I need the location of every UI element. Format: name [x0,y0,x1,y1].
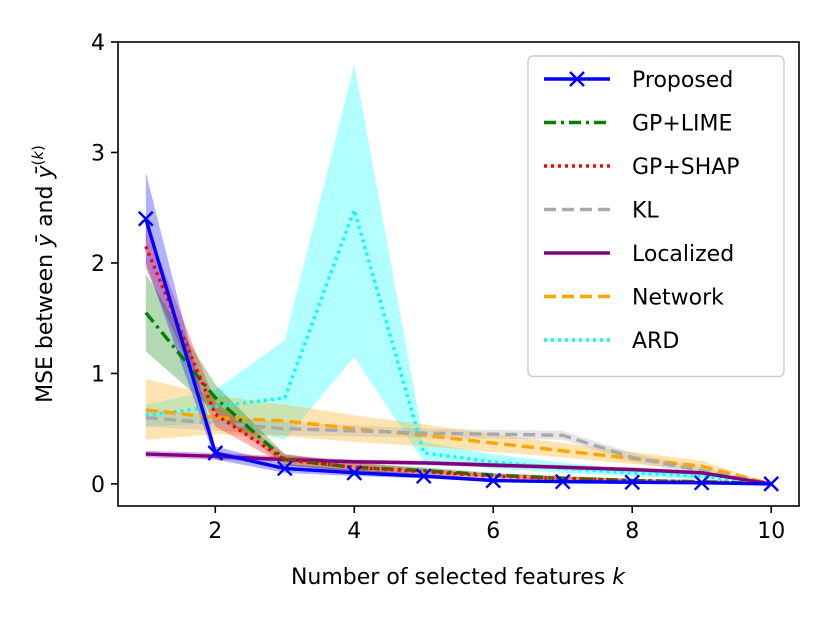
legend-label-proposed: Proposed [632,68,733,93]
x-axis-ticks: 2 4 6 8 10 [208,506,785,544]
x-tick-label: 4 [347,519,361,544]
legend-label-gp-lime: GP+LIME [632,112,732,137]
line-ard [145,208,772,486]
x-axis-label: Number of selected features k [291,565,626,590]
series-markers [137,210,780,492]
marker-proposed [137,210,154,227]
y-tick-label: 4 [91,31,105,56]
y-axis-label: MSE between ȳ and ȳ(k) [29,145,58,403]
legend-label-localized: Localized [632,242,734,267]
line-kl [145,415,772,486]
x-tick-label: 6 [486,519,500,544]
marker-proposed [346,465,363,481]
line-localized [145,452,772,486]
y-tick-label: 1 [91,362,105,387]
marker-proposed [485,472,502,489]
line-proposed [144,218,772,486]
legend-marker [569,71,585,87]
x-tick-label: 8 [625,519,639,544]
y-tick-label: 2 [91,252,105,277]
y-tick-label: 3 [91,141,105,166]
y-tick-label: 0 [91,473,105,498]
legend-label-kl: KL [632,199,659,224]
marker-proposed [276,460,293,477]
marker-proposed [624,474,641,491]
legend: Proposed GP+LIME GP+SHAP KL Localized Network… [527,55,785,378]
plot-frame [117,41,800,507]
legend-label-network: Network [632,286,724,311]
marker-proposed [554,473,571,490]
band-kl [145,408,772,484]
band-ard [145,64,772,484]
legend-label-gp-shap: GP+SHAP [632,155,740,180]
series-lines [144,208,772,486]
y-axis-ticks: 0 1 2 3 4 [91,31,118,498]
marker-proposed [763,476,780,492]
marker-proposed [415,468,432,485]
legend-label-ard: ARD [632,329,679,354]
marker-proposed [693,474,710,491]
x-tick-label: 10 [757,519,785,544]
marker-proposed [207,445,224,461]
x-tick-label: 2 [208,519,222,544]
